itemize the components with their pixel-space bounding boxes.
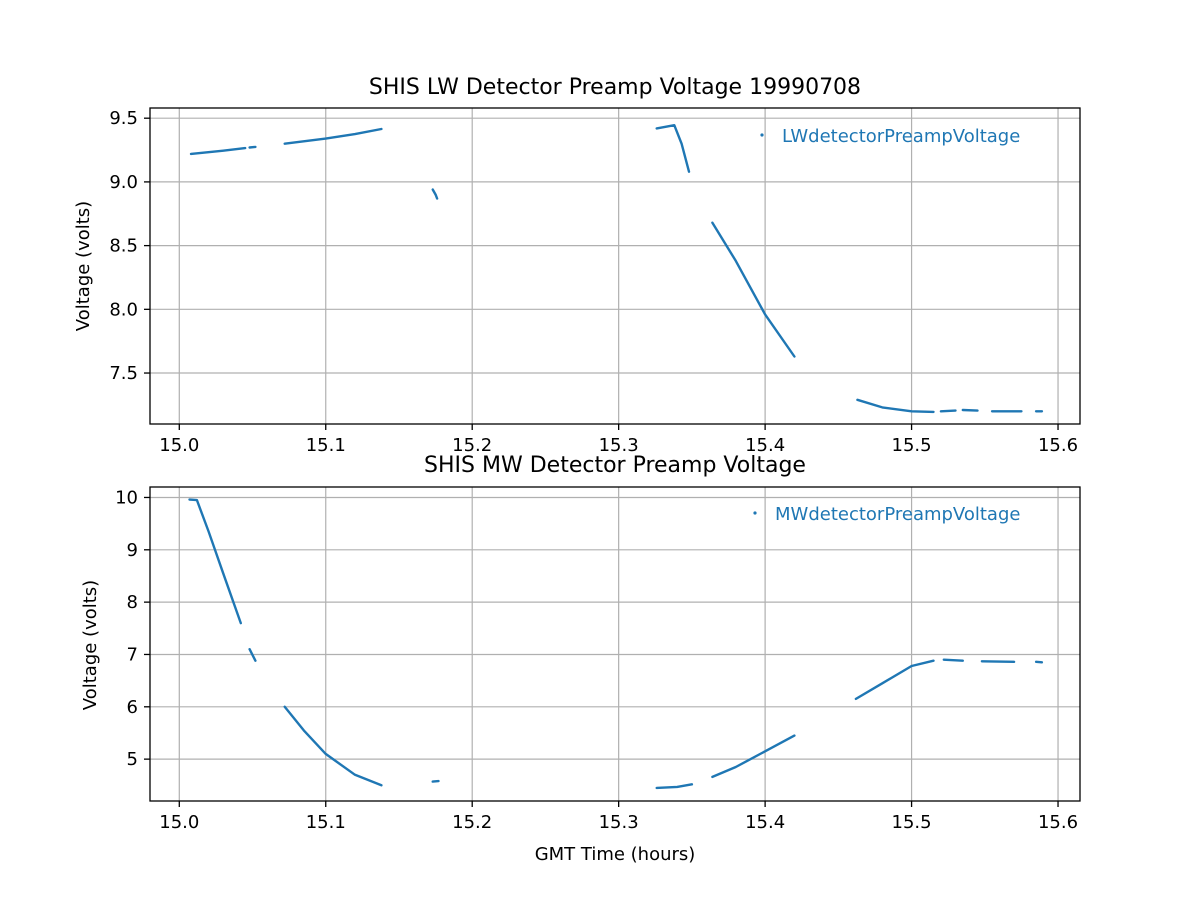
lw-chart-title: SHIS LW Detector Preamp Voltage 19990708 [369,75,861,100]
mw-x-tick-label: 15.5 [892,812,932,833]
mw-y-tick-label: 10 [115,487,138,508]
lw-x-tick-label: 15.0 [159,435,199,456]
lw-data-segment [711,221,796,358]
mw-data-segment [188,498,243,625]
lw-y-tick-label: 8.5 [109,236,138,257]
lw-data-segment [655,123,691,173]
mw-grid [150,487,1080,801]
lw-legend-label: LWdetectorPreampVoltage [782,126,1020,147]
mw-legend-label: MWdetectorPreampVoltage [775,504,1020,525]
mw-x-tick-label: 15.3 [599,812,639,833]
lw-voltage-panel: SHIS LW Detector Preamp Voltage 19990708… [73,75,1081,456]
lw-y-axis: 7.5 8.0 8.5 9.0 9.5 [109,108,150,384]
lw-grid [150,108,1080,424]
mw-voltage-panel: SHIS MW Detector Preamp Voltage Voltage … [80,453,1081,865]
mw-data-segment [248,648,257,662]
lw-y-tick-label: 8.0 [109,299,138,320]
mw-legend-marker [753,511,757,515]
lw-plot-frame [149,107,1081,425]
mw-x-tick-label: 15.1 [306,812,346,833]
mw-x-axis-label: GMT Time (hours) [535,844,696,865]
mw-y-axis: 5 6 7 8 9 10 [115,487,150,770]
lw-data-segment [431,188,439,200]
lw-y-tick-label: 9.0 [109,172,138,193]
lw-x-tick-label: 15.3 [599,435,639,456]
mw-x-axis: 15.0 15.1 15.2 15.3 15.4 15.5 15.6 [159,801,1078,833]
mw-x-tick-label: 15.6 [1038,812,1078,833]
mw-y-tick-label: 8 [127,592,138,613]
lw-legend-marker [760,133,764,137]
lw-series [189,123,1044,414]
mw-y-tick-label: 7 [127,644,138,665]
lw-data-segment [283,127,383,145]
mw-data-segment [655,783,694,790]
lw-data-segment [189,146,247,156]
lw-x-tick-label: 15.2 [452,435,492,456]
lw-data-segment [961,408,979,412]
mw-y-axis-label: Voltage (volts) [80,580,101,710]
mw-series [188,498,1044,790]
mw-y-tick-label: 5 [127,749,138,770]
mw-y-tick-label: 9 [127,540,138,561]
lw-y-tick-label: 9.5 [109,108,138,129]
mw-data-segment [980,660,1016,663]
lw-data-segment [939,409,957,413]
mw-y-tick-label: 6 [127,697,138,718]
mw-data-segment [711,734,796,779]
lw-x-axis: 15.0 15.1 15.2 15.3 15.4 15.5 15.6 [159,424,1078,456]
lw-data-segment [856,398,935,414]
lw-legend: LWdetectorPreampVoltage [760,126,1020,147]
lw-data-segment [248,145,257,149]
mw-data-segment [942,658,964,662]
lw-y-tick-label: 7.5 [109,363,138,384]
mw-x-tick-label: 15.0 [159,812,199,833]
mw-x-tick-label: 15.4 [745,812,785,833]
lw-y-axis-label: Voltage (volts) [73,201,94,331]
lw-x-tick-label: 15.6 [1038,435,1078,456]
mw-legend: MWdetectorPreampVoltage [753,504,1020,525]
mw-data-segment [854,659,935,701]
mw-chart-title: SHIS MW Detector Preamp Voltage [424,453,806,478]
mw-data-segment [1034,660,1044,664]
mw-data-segment [283,705,383,787]
mw-data-segment [431,779,440,783]
lw-x-tick-label: 15.5 [892,435,932,456]
lw-x-tick-label: 15.1 [306,435,346,456]
lw-x-tick-label: 15.4 [745,435,785,456]
mw-x-tick-label: 15.2 [452,812,492,833]
mw-plot-frame [149,486,1081,802]
